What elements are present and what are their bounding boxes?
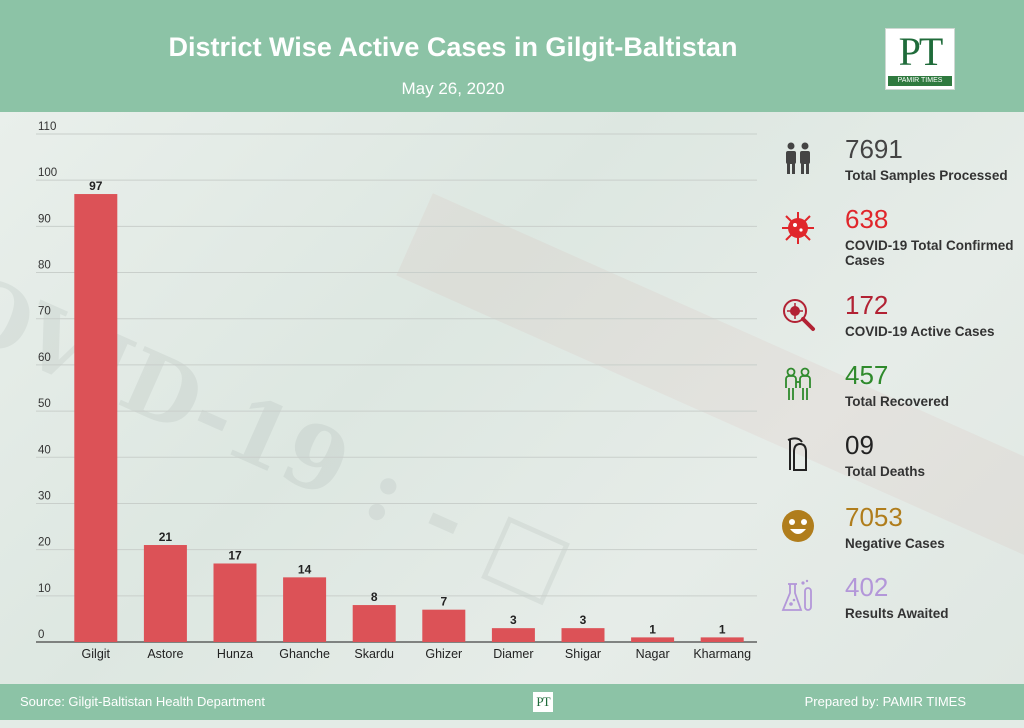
footer-bar: Source: Gilgit-Baltistan Health Departme… [0,684,1024,720]
stat-confirmed: 638 COVID-19 Total Confirmed Cases [770,204,1024,274]
data-label: 14 [298,562,312,576]
x-tick-label: Diamer [493,647,533,661]
smiley-icon [782,510,814,542]
stat-value: 09 [845,430,874,460]
x-tick-label: Nagar [636,647,670,661]
bar-diamer [491,628,535,642]
source-text: Source: Gilgit-Baltistan Health Departme… [20,694,265,709]
x-tick-label: Shigar [565,647,601,661]
logo-letters: PT [898,29,944,74]
data-label: 3 [580,613,587,627]
y-tick-label: 70 [38,306,51,318]
data-label: 1 [719,622,726,636]
y-tick-label: 60 [38,352,51,364]
stat-label: Total Samples Processed [845,168,1008,183]
stat-value: 638 [845,204,889,234]
y-tick-label: 90 [38,213,51,225]
data-label: 1 [649,622,656,636]
stat-deaths: 09 Total Deaths [770,430,1024,500]
stat-recovered: 457 Total Recovered [770,360,1024,430]
bar-nagar [631,637,675,642]
bar-hunza [213,563,257,642]
recovered-people-icon [785,367,811,400]
bottom-strip [0,720,1024,728]
y-tick-label: 80 [38,260,51,272]
stat-value: 7053 [845,502,903,532]
y-tick-label: 40 [38,444,51,456]
bar-gilgit [74,194,118,642]
stat-samples: 7691 Total Samples Processed [770,134,1024,204]
y-tick-label: 10 [38,583,51,595]
stat-label: COVID-19 Total Confirmed Cases [845,238,1014,268]
prepared-by-text: Prepared by: PAMIR TIMES [804,694,966,709]
data-label: 21 [159,530,173,544]
x-tick-label: Ghizer [425,647,462,661]
stat-value: 457 [845,360,889,390]
y-tick-label: 0 [38,629,44,641]
logo-caption: PAMIR TIMES [888,76,952,86]
stat-value: 7691 [845,134,903,164]
stat-value: 172 [845,290,889,320]
people-icon [786,142,810,174]
bar-ghanche [283,577,327,642]
stat-negative: 7053 Negative Cases [770,502,1024,572]
bar-shigar [561,628,605,642]
virus-icon [782,212,814,244]
data-label: 17 [228,548,242,562]
x-tick-label: Ghanche [279,647,330,661]
virus-magnifier-icon [783,299,815,331]
chart-title: District Wise Active Cases in Gilgit-Bal… [168,32,738,62]
y-tick-label: 30 [38,490,51,502]
x-tick-label: Astore [147,647,183,661]
stat-label: Total Recovered [845,394,950,409]
data-label: 97 [89,179,103,193]
header-banner: District Wise Active Cases in Gilgit-Bal… [0,0,1024,112]
chart-date: May 26, 2020 [401,79,505,98]
stat-value: 402 [845,572,889,602]
data-label: 8 [371,590,378,604]
stats-panel: 7691 Total Samples Processed 638 COVID-1… [770,112,1024,684]
data-label: 7 [440,595,447,609]
data-label: 3 [510,613,517,627]
bar-skardu [352,605,396,642]
footer-logo: PT [533,692,553,712]
stat-active: 172 COVID-19 Active Cases [770,290,1024,360]
pamir-times-logo: PT PAMIR TIMES [885,28,955,90]
grim-reaper-icon [787,437,807,471]
y-tick-label: 100 [38,167,57,179]
stat-label: Total Deaths [845,464,926,479]
x-tick-label: Skardu [354,647,394,661]
x-tick-label: Hunza [217,647,253,661]
x-tick-label: Kharmang [693,647,751,661]
stat-label: COVID-19 Active Cases [845,324,995,339]
bar-kharmang [700,637,744,642]
x-tick-label: Gilgit [82,647,111,661]
lab-flask-icon [781,579,812,611]
y-tick-label: 50 [38,398,51,410]
bar-astore [143,545,187,642]
stat-label: Negative Cases [845,536,945,551]
y-tick-label: 110 [38,121,56,133]
stat-label: Results Awaited [845,606,949,621]
stat-awaited: 402 Results Awaited [770,572,1024,642]
bar-chart: 0 10 20 30 40 50 60 70 80 90 100 110 97 Gilgit 21 Astor… [36,121,757,661]
y-tick-label: 20 [38,537,51,549]
bar-ghizer [422,609,466,642]
